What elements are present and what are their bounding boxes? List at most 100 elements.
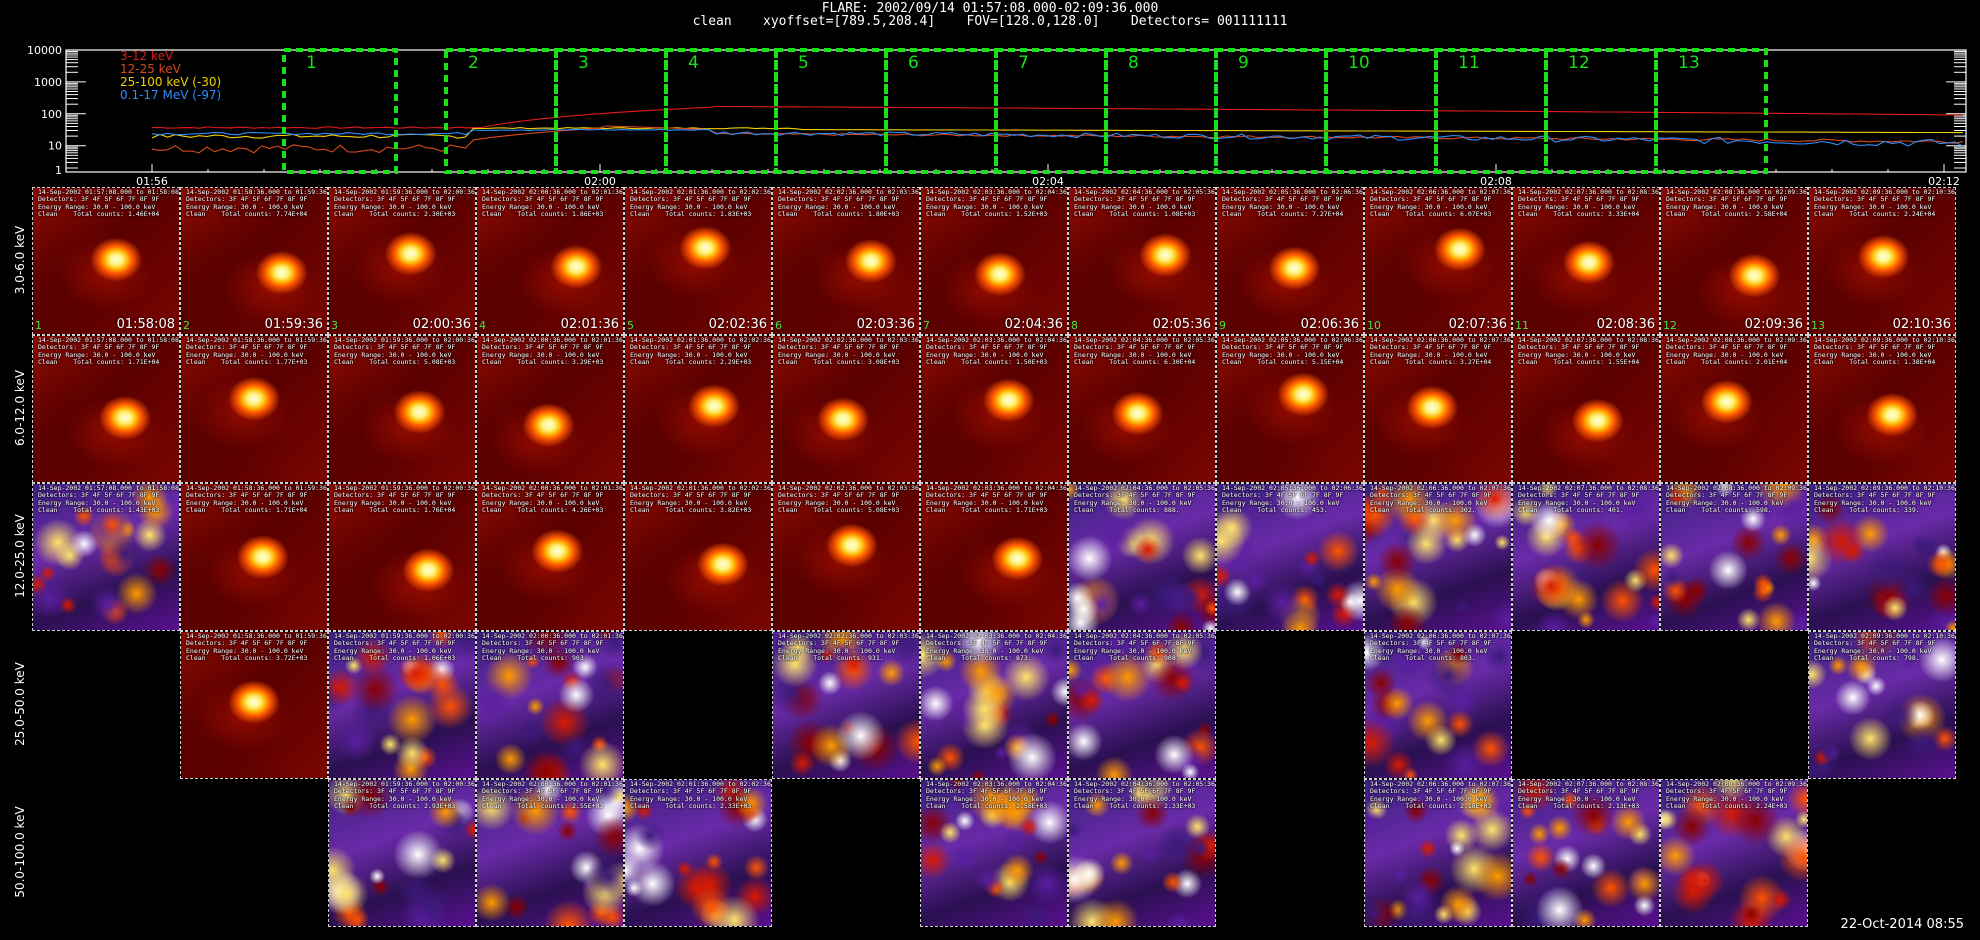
image-tile[interactable]: 14-Sep-2002 02:00:36.000 to 02:01:36 Det… [476,779,624,927]
interval-label: 10 [1348,53,1370,73]
flare-image [477,632,623,778]
image-tile[interactable]: 14-Sep-2002 01:59:36.000 to 02:00:36 Det… [328,779,476,927]
tile-header-text: 14-Sep-2002 02:07:36.000 to 02:08:36 Det… [1518,336,1659,367]
image-tile[interactable]: 14-Sep-2002 02:08:36.000 to 02:09:36 Det… [1660,483,1808,631]
flare-image [773,336,919,482]
image-tile[interactable]: 14-Sep-2002 02:03:36.000 to 02:04:36 Det… [920,483,1068,631]
tile-header-text: 14-Sep-2002 02:02:36.000 to 02:03:36 Det… [778,484,919,515]
tile-time-label: 02:09:36 [1744,317,1803,332]
image-tile[interactable]: 14-Sep-2002 02:07:36.000 to 02:08:36 Det… [1512,483,1660,631]
tile-header-text: 14-Sep-2002 01:59:36.000 to 02:00:36 Det… [334,484,475,515]
image-tile[interactable]: 14-Sep-2002 02:01:36.000 to 02:02:36 Det… [624,483,772,631]
tile-interval-number: 10 [1367,319,1381,332]
image-tile[interactable]: 14-Sep-2002 02:04:36.000 to 02:05:36 Det… [1068,335,1216,483]
tile-time-label: 02:02:36 [708,317,767,332]
image-tile[interactable]: 14-Sep-2002 02:09:36.000 to 02:10:36 Det… [1808,187,1956,335]
image-tile[interactable]: 14-Sep-2002 02:05:36.000 to 02:06:36 Det… [1216,187,1364,335]
image-tile[interactable]: 14-Sep-2002 02:04:36.000 to 02:05:36 Det… [1068,483,1216,631]
image-tile[interactable]: 14-Sep-2002 01:59:36.000 to 02:00:36 Det… [328,483,476,631]
image-tile[interactable]: 14-Sep-2002 02:01:36.000 to 02:02:36 Det… [624,779,772,927]
image-tile[interactable]: 14-Sep-2002 01:58:36.000 to 01:59:36 Det… [180,335,328,483]
tile-header-text: 14-Sep-2002 02:05:36.000 to 02:06:36 Det… [1222,188,1363,219]
tile-interval-number: 12 [1663,319,1677,332]
flare-image [1069,336,1215,482]
interval-box-12: 12 [1544,48,1658,174]
image-tile[interactable]: 14-Sep-2002 02:00:36.000 to 02:01:36 Det… [476,335,624,483]
curve-3-12-kev [151,105,1964,129]
tile-header-text: 14-Sep-2002 02:06:36.000 to 02:07:36 Det… [1370,188,1511,219]
image-tile[interactable]: 14-Sep-2002 02:00:36.000 to 02:01:36 Det… [476,187,624,335]
energy-row-label: 12.0-25.0 keV [13,514,27,598]
image-tile[interactable]: 14-Sep-2002 02:04:36.000 to 02:05:36 Det… [1068,187,1216,335]
image-tile[interactable]: 14-Sep-2002 02:00:36.000 to 02:01:36 Det… [476,483,624,631]
image-tile[interactable]: 14-Sep-2002 02:03:36.000 to 02:04:36 Det… [920,335,1068,483]
image-tile[interactable]: 14-Sep-2002 02:02:36.000 to 02:03:36 Det… [772,335,920,483]
interval-label: 8 [1128,53,1139,73]
tile-interval-number: 9 [1219,319,1226,332]
image-tile[interactable]: 14-Sep-2002 02:06:36.000 to 02:07:36 Det… [1364,187,1512,335]
interval-label: 5 [798,53,809,73]
image-tile[interactable]: 14-Sep-2002 01:58:36.000 to 01:59:36 Det… [180,631,328,779]
image-tile[interactable]: 14-Sep-2002 02:08:36.000 to 02:09:36 Det… [1660,187,1808,335]
image-tile[interactable]: 14-Sep-2002 02:07:36.000 to 02:08:36 Det… [1512,779,1660,927]
image-tile[interactable]: 14-Sep-2002 01:57:08.000 to 01:58:08 Det… [32,187,180,335]
interval-label: 7 [1018,53,1029,73]
tile-header-text: 14-Sep-2002 02:00:36.000 to 02:01:36 Det… [482,484,623,515]
tile-header-text: 14-Sep-2002 02:06:36.000 to 02:07:36 Det… [1370,632,1511,663]
image-tile[interactable]: 14-Sep-2002 02:02:36.000 to 02:03:36 Det… [772,187,920,335]
tile-header-text: 14-Sep-2002 02:08:36.000 to 02:09:36 Det… [1666,336,1807,367]
tile-time-label: 02:07:36 [1448,317,1507,332]
image-tile[interactable]: 14-Sep-2002 02:08:36.000 to 02:09:36 Det… [1660,335,1808,483]
flare-image [1069,780,1215,926]
image-tile[interactable]: 14-Sep-2002 02:04:36.000 to 02:05:36 Det… [1068,779,1216,927]
interval-box-6: 6 [884,48,998,174]
flare-image [921,188,1067,334]
image-tile[interactable]: 14-Sep-2002 02:04:36.000 to 02:05:36 Det… [1068,631,1216,779]
image-tile[interactable]: 14-Sep-2002 02:02:36.000 to 02:03:36 Det… [772,631,920,779]
flare-image [1513,336,1659,482]
image-tile[interactable]: 14-Sep-2002 02:08:36.000 to 02:09:36 Det… [1660,779,1808,927]
tile-header-text: 14-Sep-2002 02:05:36.000 to 02:06:36 Det… [1222,484,1363,515]
image-tile[interactable]: 14-Sep-2002 02:02:36.000 to 02:03:36 Det… [772,483,920,631]
flare-image [181,336,327,482]
image-tile[interactable]: 14-Sep-2002 02:09:36.000 to 02:10:36 Det… [1808,335,1956,483]
image-tile[interactable]: 14-Sep-2002 02:06:36.000 to 02:07:36 Det… [1364,779,1512,927]
image-tile[interactable]: 14-Sep-2002 01:59:36.000 to 02:00:36 Det… [328,631,476,779]
flare-image [329,632,475,778]
interval-label: 13 [1678,53,1700,73]
image-tile[interactable]: 14-Sep-2002 01:57:08.000 to 01:58:08 Det… [32,483,180,631]
image-tile[interactable]: 14-Sep-2002 02:01:36.000 to 02:02:36 Det… [624,187,772,335]
image-tile[interactable]: 14-Sep-2002 02:06:36.000 to 02:07:36 Det… [1364,631,1512,779]
tile-interval-number: 2 [183,319,190,332]
x-tick-label: 02:12 [1928,175,1960,186]
curve-0.1-17-mev [151,128,1964,147]
flare-image [33,484,179,630]
image-tile[interactable]: 14-Sep-2002 02:06:36.000 to 02:07:36 Det… [1364,335,1512,483]
flare-image [1217,336,1363,482]
image-tile[interactable]: 14-Sep-2002 02:03:36.000 to 02:04:36 Det… [920,631,1068,779]
image-tile[interactable]: 14-Sep-2002 02:09:36.000 to 02:10:36 Det… [1808,483,1956,631]
tile-header-text: 14-Sep-2002 02:01:36.000 to 02:02:36 Det… [630,188,771,219]
image-tile[interactable]: 14-Sep-2002 02:03:36.000 to 02:04:36 Det… [920,187,1068,335]
image-tile[interactable]: 14-Sep-2002 02:00:36.000 to 02:01:36 Det… [476,631,624,779]
flare-image [1069,632,1215,778]
image-tile[interactable]: 14-Sep-2002 01:59:36.000 to 02:00:36 Det… [328,335,476,483]
tile-time-label: 02:01:36 [560,317,619,332]
tile-header-text: 14-Sep-2002 02:04:36.000 to 02:05:36 Det… [1074,484,1215,515]
tile-header-text: 14-Sep-2002 02:01:36.000 to 02:02:36 Det… [630,336,771,367]
tile-header-text: 14-Sep-2002 02:04:36.000 to 02:05:36 Det… [1074,336,1215,367]
image-tile[interactable]: 14-Sep-2002 02:07:36.000 to 02:08:36 Det… [1512,187,1660,335]
flare-image [1809,484,1955,630]
image-tile[interactable]: 14-Sep-2002 02:05:36.000 to 02:06:36 Det… [1216,483,1364,631]
image-tile[interactable]: 14-Sep-2002 02:06:36.000 to 02:07:36 Det… [1364,483,1512,631]
image-tile[interactable]: 14-Sep-2002 02:05:36.000 to 02:06:36 Det… [1216,335,1364,483]
image-tile[interactable]: 14-Sep-2002 01:58:36.000 to 01:59:36 Det… [180,187,328,335]
image-tile[interactable]: 14-Sep-2002 02:03:36.000 to 02:04:36 Det… [920,779,1068,927]
image-tile[interactable]: 14-Sep-2002 01:57:08.000 to 01:58:08 Det… [32,335,180,483]
image-tile[interactable]: 14-Sep-2002 02:07:36.000 to 02:08:36 Det… [1512,335,1660,483]
image-tile[interactable]: 14-Sep-2002 01:59:36.000 to 02:00:36 Det… [328,187,476,335]
image-tile[interactable]: 14-Sep-2002 02:01:36.000 to 02:02:36 Det… [624,335,772,483]
legend-entry: 12-25 keV [120,62,182,76]
image-tile[interactable]: 14-Sep-2002 02:09:36.000 to 02:10:36 Det… [1808,631,1956,779]
image-tile[interactable]: 14-Sep-2002 01:58:36.000 to 01:59:36 Det… [180,483,328,631]
